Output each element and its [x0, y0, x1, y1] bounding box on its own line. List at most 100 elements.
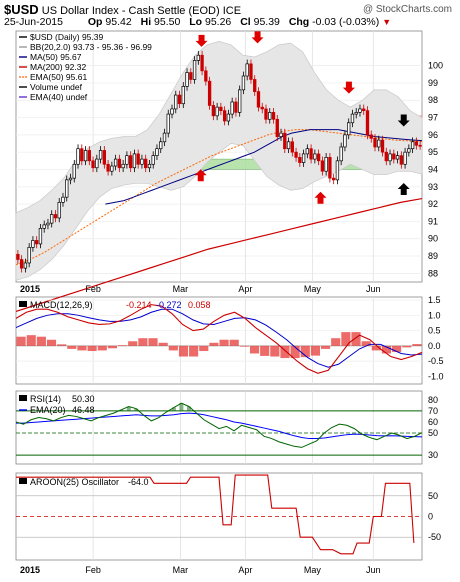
- price-tick-label: 96: [428, 130, 438, 140]
- red-down-arrow-icon: [195, 34, 208, 47]
- price-legend-entry: BB(20,2.0) 93.73 - 95.36 - 96.99: [30, 42, 152, 52]
- candle-body: [392, 153, 396, 160]
- candle-body: [181, 86, 185, 105]
- candle-body: [200, 54, 204, 72]
- candle-body: [343, 134, 347, 148]
- high-value: 95.50: [154, 16, 181, 28]
- candle-body: [196, 54, 200, 61]
- change-down-icon: ▼: [382, 17, 392, 27]
- candle-body: [174, 94, 178, 110]
- candle-body: [207, 80, 212, 106]
- candle-body: [98, 150, 103, 160]
- close-label: Cl: [240, 16, 251, 28]
- macd-histogram-bar: [249, 345, 260, 354]
- candle-body: [110, 165, 114, 172]
- candle-body: [23, 262, 28, 269]
- candle-body: [365, 110, 370, 136]
- symbol: $USD: [4, 2, 39, 17]
- macd-histogram-bar: [260, 345, 270, 356]
- candle-body: [132, 153, 137, 169]
- candle-body: [380, 139, 385, 153]
- ema50-line: [15, 129, 423, 266]
- macd-legend-value: -0.272: [156, 300, 182, 310]
- price-tick-label: 88: [428, 268, 438, 278]
- candle-body: [95, 158, 99, 169]
- price-tick-label: 89: [428, 251, 438, 261]
- candle-body: [264, 108, 268, 120]
- candle-body: [238, 89, 242, 113]
- macd-histogram-bar: [310, 345, 320, 356]
- candle-body: [211, 105, 216, 117]
- candle-body: [313, 153, 317, 160]
- candle-body: [46, 222, 50, 226]
- macd-histogram-bar: [138, 338, 148, 346]
- candle-body: [147, 163, 152, 169]
- candle-body: [117, 158, 122, 169]
- macd-histogram-bar: [270, 345, 280, 357]
- macd-histogram-bar: [381, 345, 392, 354]
- macd-histogram-bar: [341, 332, 351, 346]
- macd-tick-label: -1.0: [428, 371, 444, 381]
- change-value: -0.03 (-0.03%): [312, 16, 380, 28]
- aroon-legend-value: -64.0: [128, 477, 149, 487]
- watermark: @ StockCharts.com: [362, 4, 452, 15]
- candle-body: [350, 113, 355, 124]
- candle-body: [102, 150, 107, 165]
- ma50-line: [105, 129, 423, 205]
- macd-histogram-bar: [402, 345, 412, 348]
- candle-body: [219, 106, 223, 111]
- price-tick-label: 99: [428, 78, 438, 88]
- aroon-legend-swatch: [19, 478, 27, 484]
- candle-body: [347, 122, 351, 136]
- macd-legend-value: -0.214: [126, 300, 152, 310]
- candle-body: [414, 141, 419, 146]
- rsi-legend-swatch: [19, 395, 27, 401]
- candle-body: [286, 141, 291, 150]
- candle-body: [298, 157, 302, 163]
- candle-body: [234, 101, 238, 113]
- candle-body: [309, 148, 313, 160]
- macd-histogram-bar: [351, 332, 361, 346]
- high-label: Hi: [140, 16, 152, 28]
- candle-body: [271, 112, 276, 120]
- candle-body: [362, 108, 366, 111]
- candle-body: [324, 157, 328, 172]
- candle-body: [144, 158, 148, 169]
- candle-body: [113, 158, 118, 167]
- price-tick-label: 92: [428, 199, 438, 209]
- macd-tick-label: -0.5: [428, 356, 444, 366]
- rsi-line: [15, 402, 423, 448]
- instrument-name: US Dollar Index - Cash Settle (EOD): [41, 5, 220, 17]
- bollinger-band: [15, 41, 423, 281]
- candle-body: [136, 153, 140, 165]
- aroon-tick-label: -50: [428, 532, 441, 542]
- quote-line: 25-Jun-2015 Op 95.42 Hi 95.50 Lo 95.26 C…: [4, 16, 391, 28]
- candle-body: [140, 158, 144, 165]
- chart-title: $USD US Dollar Index - Cash Settle (EOD)…: [4, 2, 241, 17]
- macd-legend-swatch: [19, 301, 27, 307]
- candle-body: [279, 132, 283, 137]
- candle-body: [53, 214, 58, 219]
- red-down-arrow-icon: [342, 81, 355, 94]
- candle-body: [245, 63, 249, 77]
- price-legend-entry: MA(200) 92.32: [30, 62, 86, 72]
- candle-body: [331, 177, 336, 181]
- candle-body: [403, 151, 407, 165]
- candle-body: [177, 94, 182, 105]
- macd-histogram-bar: [412, 344, 422, 346]
- aroon-tick-label: 50: [428, 491, 438, 501]
- macd-histogram-bar: [77, 345, 87, 351]
- candle-body: [253, 79, 257, 92]
- candle-body: [320, 160, 325, 172]
- candle-body: [128, 155, 133, 169]
- black-down-arrow-icon: [397, 114, 410, 127]
- x-axis-label-bottom: Apr: [238, 565, 252, 575]
- macd-histogram-bar: [128, 341, 138, 346]
- macd-tick-label: 0.5: [428, 326, 441, 336]
- price-tick-label: 95: [428, 147, 438, 157]
- x-axis-label-bottom: Jun: [366, 565, 381, 575]
- candle-body: [155, 148, 159, 156]
- candle-body: [358, 108, 362, 113]
- x-axis-label: Jun: [366, 284, 381, 294]
